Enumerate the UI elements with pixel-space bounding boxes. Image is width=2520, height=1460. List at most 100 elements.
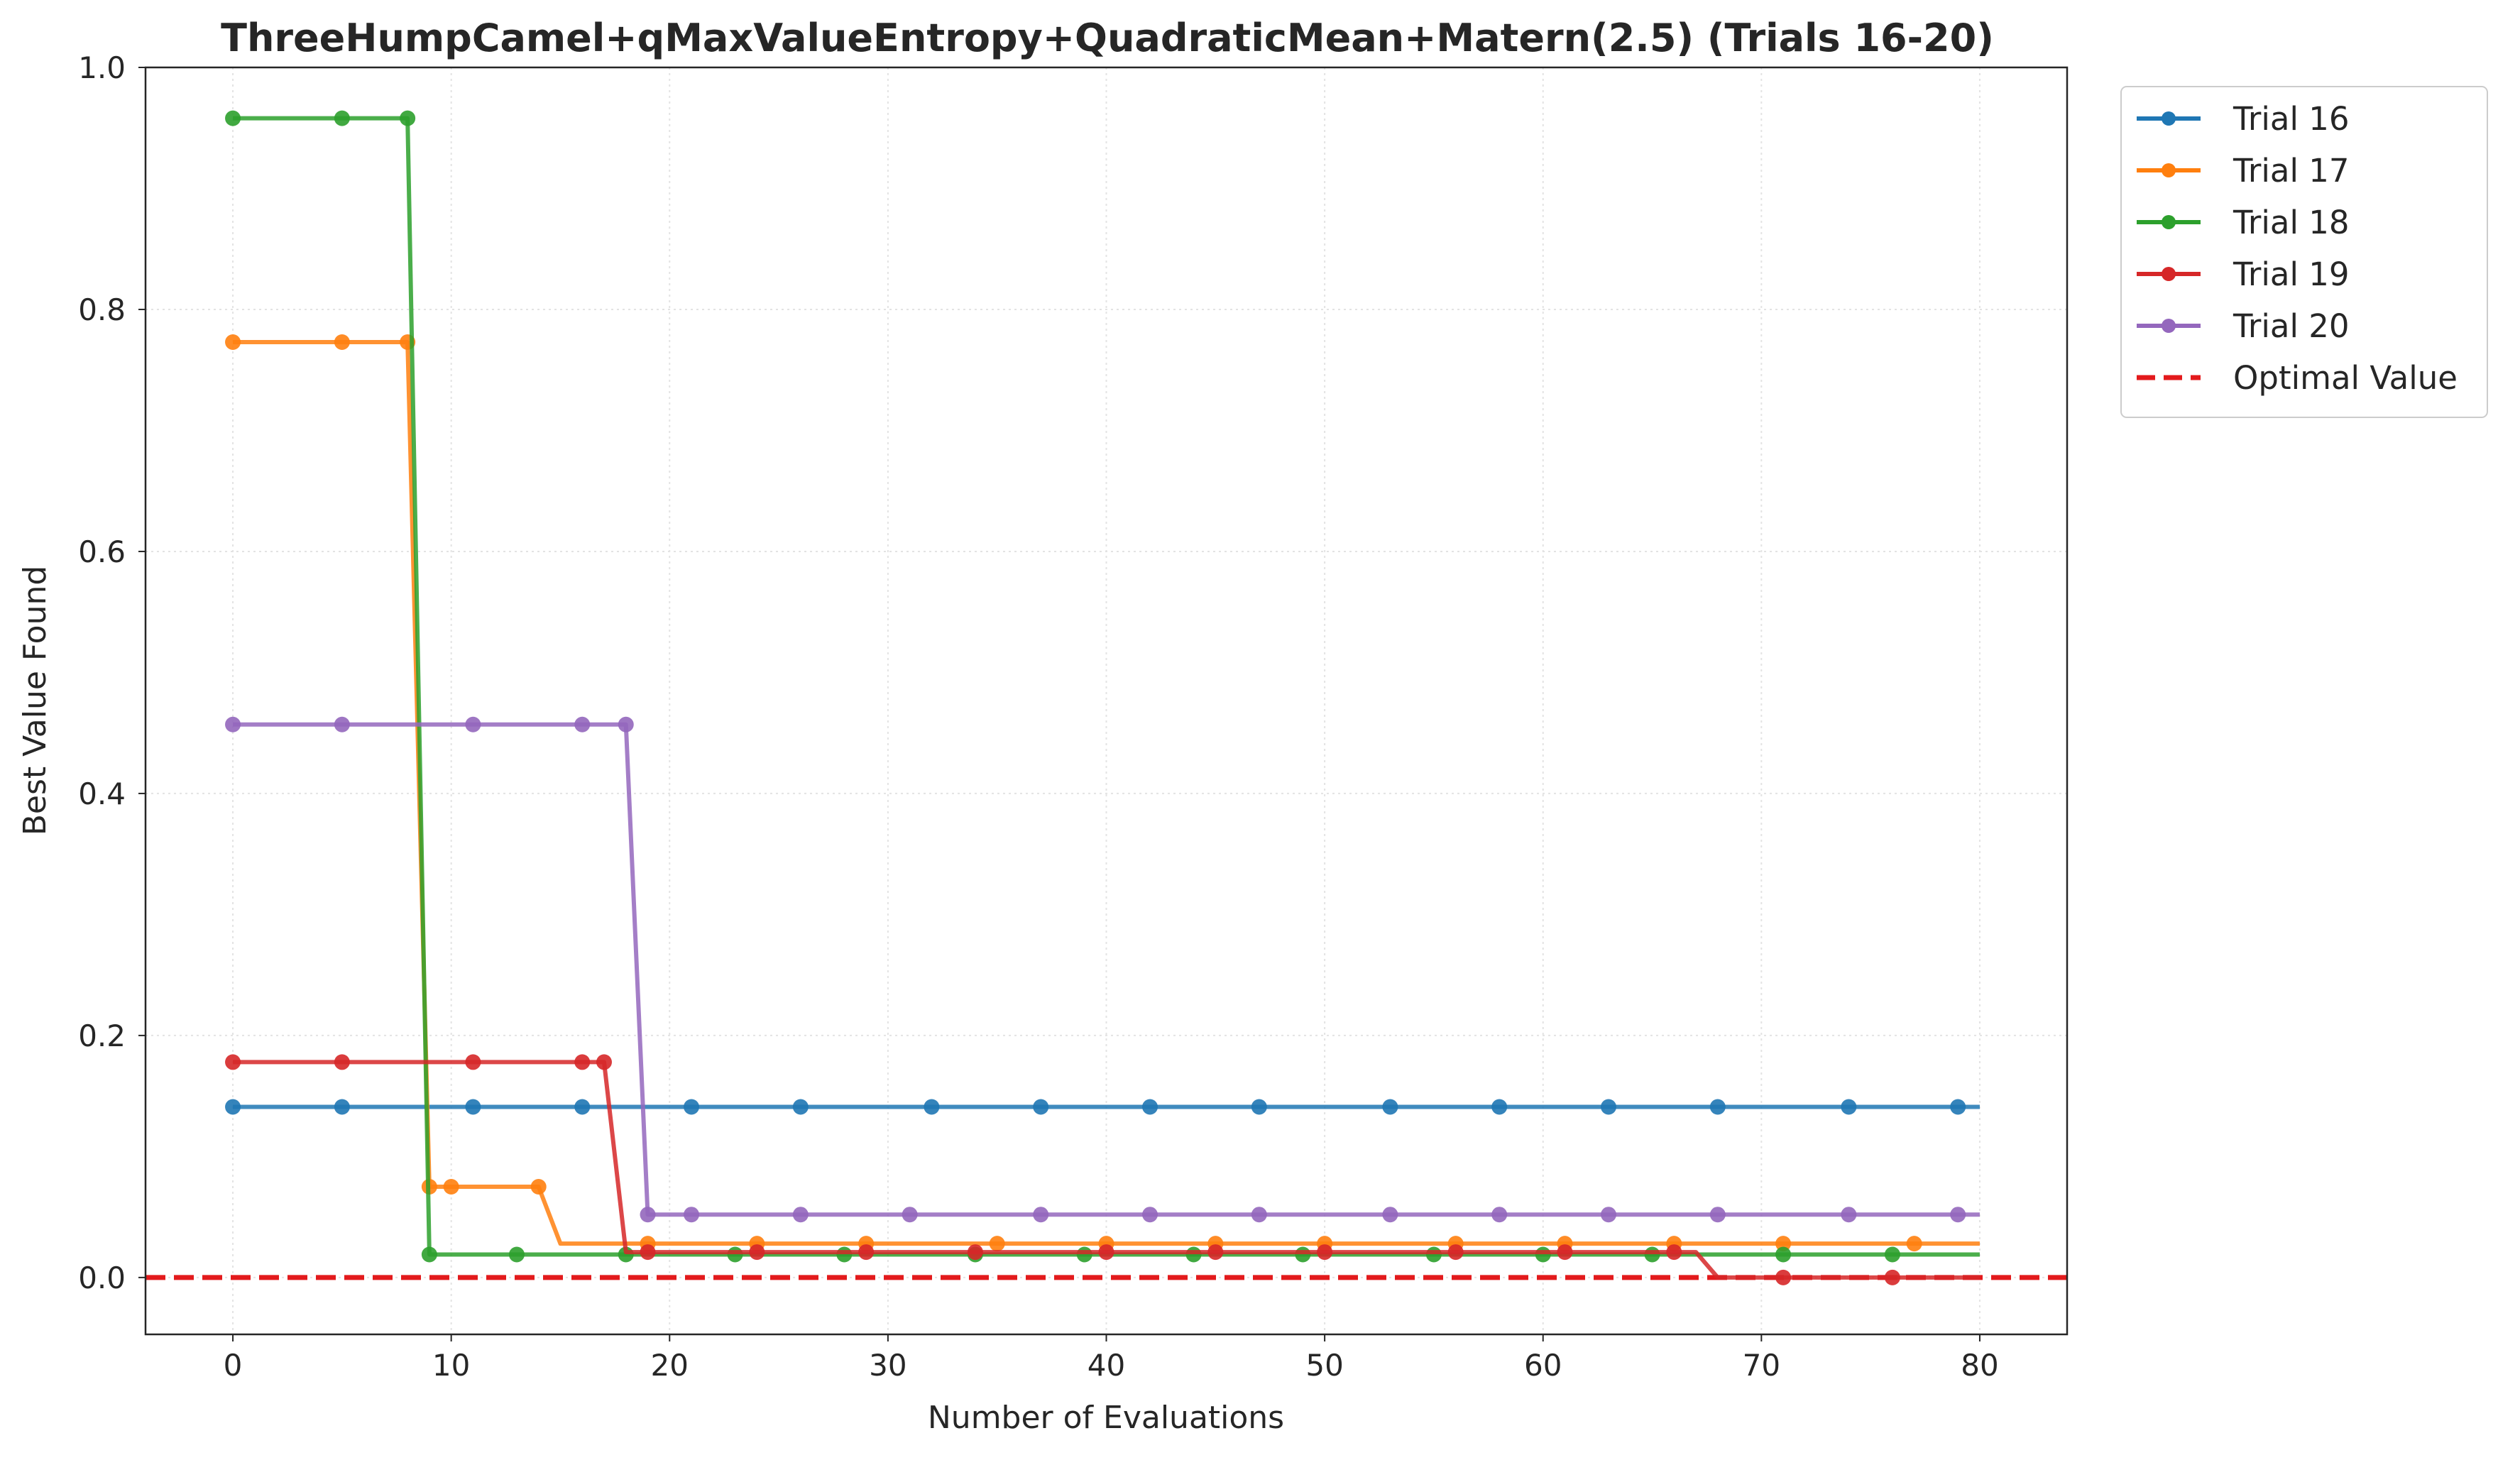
data-point: [1317, 1244, 1333, 1261]
data-point: [1950, 1207, 1966, 1223]
x-tick-label: 80: [1961, 1348, 1998, 1383]
data-point: [1906, 1236, 1922, 1252]
data-point: [225, 1099, 241, 1115]
y-tick-label: 0.8: [78, 292, 126, 327]
data-point: [443, 1179, 459, 1195]
data-point: [902, 1207, 918, 1223]
data-point: [225, 110, 241, 126]
legend-swatch-marker: [2162, 215, 2176, 229]
data-point: [792, 1207, 809, 1223]
x-tick-label: 0: [224, 1348, 243, 1383]
data-point: [574, 1099, 591, 1115]
data-point: [225, 334, 241, 351]
x-axis-label: Number of Evaluations: [928, 1400, 1284, 1436]
y-tick-label: 0.6: [78, 534, 126, 569]
data-point: [508, 1246, 525, 1263]
data-point: [836, 1246, 853, 1263]
data-point: [1033, 1099, 1049, 1115]
data-point: [1425, 1246, 1442, 1263]
data-point: [727, 1246, 743, 1263]
axis-ticks: 0 10 20 30 40 50 60 70 80 0.0 0.2 0.4 0.6 0.8 1.0: [78, 50, 1998, 1383]
data-point: [1644, 1246, 1660, 1263]
y-tick-label: 0.2: [78, 1019, 126, 1053]
data-point: [1557, 1244, 1573, 1261]
legend-entry: Trial 18: [2137, 204, 2350, 241]
data-point: [640, 1207, 656, 1223]
data-point: [596, 1054, 612, 1070]
legend-swatch-marker: [2162, 267, 2176, 281]
x-tick-label: 20: [651, 1348, 689, 1383]
legend-swatch-marker: [2162, 319, 2176, 333]
data-point: [334, 1054, 350, 1070]
series-line: [233, 340, 1980, 1246]
chart-title: ThreeHumpCamel+qMaxValueEntropy+Quadrati…: [221, 16, 1994, 60]
x-tick-label: 70: [1743, 1348, 1780, 1383]
data-point: [334, 1099, 350, 1115]
legend-entry: Trial 19: [2137, 256, 2350, 293]
legend: Trial 16 Trial 17 Trial 18 Trial 19 Trial 20…: [2120, 86, 2488, 418]
data-point: [924, 1099, 940, 1115]
series-trial-20: [225, 716, 1980, 1223]
legend-entry: Trial 16: [2137, 100, 2350, 138]
legend-label: Trial 20: [2233, 307, 2350, 345]
legend-box: [2120, 86, 2488, 418]
y-tick-label: 0.4: [78, 776, 126, 811]
data-point: [858, 1244, 875, 1261]
data-point: [1382, 1099, 1398, 1115]
data-point: [400, 110, 416, 126]
data-point: [640, 1244, 656, 1261]
legend-entry: Optimal Value: [2137, 359, 2458, 397]
legend-label: Trial 19: [2233, 256, 2350, 293]
data-point: [1033, 1207, 1049, 1223]
data-point: [574, 716, 591, 732]
data-point: [1491, 1207, 1508, 1223]
legend-label: Trial 16: [2233, 100, 2350, 138]
data-point: [989, 1236, 1005, 1252]
x-tick-label: 40: [1088, 1348, 1125, 1383]
data-point: [334, 110, 350, 126]
data-point: [1666, 1244, 1682, 1261]
data-point: [574, 1054, 591, 1070]
data-point: [1142, 1207, 1158, 1223]
data-point: [1709, 1207, 1726, 1223]
series-trial-19: [225, 1054, 1980, 1285]
data-point: [334, 334, 350, 351]
legend-label: Optimal Value: [2233, 359, 2458, 397]
series-line: [233, 116, 1980, 1257]
data-point: [1382, 1207, 1398, 1223]
data-point: [792, 1099, 809, 1115]
data-point: [465, 1054, 481, 1070]
data-point: [334, 716, 350, 732]
data-point: [1775, 1246, 1792, 1263]
y-axis-label: Best Value Found: [17, 566, 53, 836]
data-point: [618, 716, 634, 732]
data-point: [1709, 1099, 1726, 1115]
legend-label: Trial 18: [2233, 204, 2350, 241]
data-point: [1142, 1099, 1158, 1115]
data-point: [1491, 1099, 1508, 1115]
data-point: [1295, 1246, 1311, 1263]
x-tick-label: 30: [869, 1348, 906, 1383]
data-point: [1884, 1269, 1900, 1285]
data-point: [1535, 1246, 1551, 1263]
data-point: [1098, 1244, 1114, 1261]
data-point: [684, 1207, 700, 1223]
data-point: [225, 1054, 241, 1070]
legend-entry: Trial 17: [2137, 152, 2350, 190]
legend-label: Trial 17: [2233, 152, 2350, 190]
data-point: [1076, 1246, 1092, 1263]
data-point: [421, 1246, 437, 1263]
legend-swatch-marker: [2162, 163, 2176, 177]
x-tick-label: 10: [432, 1348, 470, 1383]
data-point: [1775, 1236, 1792, 1252]
data-point: [1841, 1207, 1857, 1223]
data-point: [225, 716, 241, 732]
data-point: [1251, 1099, 1267, 1115]
data-point: [967, 1244, 983, 1261]
data-point: [1884, 1246, 1900, 1263]
data-point: [1950, 1099, 1966, 1115]
y-tick-label: 0.0: [78, 1261, 126, 1295]
series-layer: [225, 110, 1980, 1285]
series-line: [233, 722, 1980, 1217]
